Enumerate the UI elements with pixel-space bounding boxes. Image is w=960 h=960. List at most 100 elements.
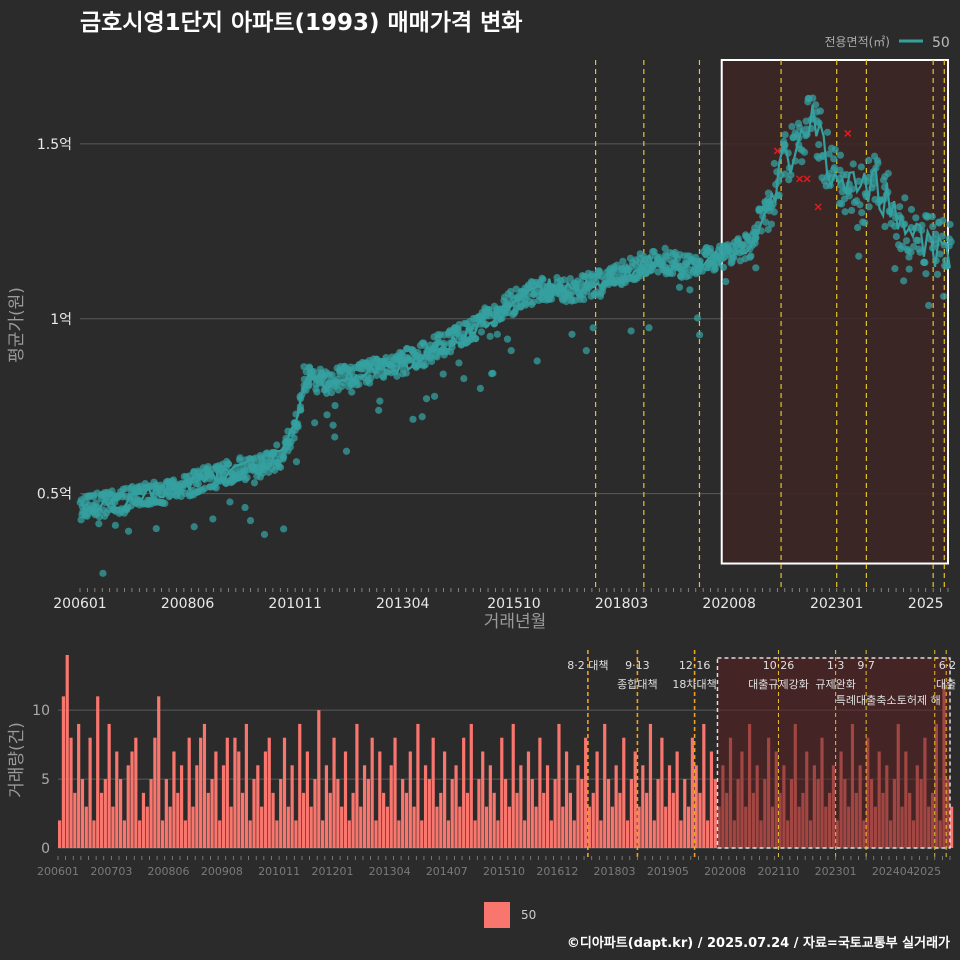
volume-bar — [389, 765, 393, 848]
price-point — [946, 220, 954, 229]
volume-legend-label: 50 — [521, 908, 536, 922]
price-point — [874, 159, 882, 167]
volume-bar — [88, 737, 92, 848]
price-point — [280, 525, 288, 533]
price-point — [95, 513, 104, 521]
policy-label-name: 18차대책 — [672, 678, 716, 691]
volume-bar — [416, 723, 420, 848]
price-point — [922, 270, 930, 278]
price-point — [719, 263, 728, 271]
volume-bar — [309, 806, 313, 848]
volume-bar — [313, 779, 317, 848]
volume-bar — [446, 820, 451, 848]
price-point — [311, 419, 319, 427]
volume-bar — [702, 723, 706, 848]
price-point — [940, 292, 948, 300]
price-point — [915, 245, 923, 253]
price-legend-label: 50 — [932, 35, 950, 51]
price-point — [476, 384, 484, 392]
volume-bar — [690, 737, 694, 848]
price-point — [881, 222, 889, 231]
price-point — [355, 380, 363, 388]
volume-x-tick-label: 202110 — [757, 865, 799, 878]
chart-title: 금호시영1단지 아파트(1993) 매매가격 변화 — [80, 10, 522, 36]
volume-bar — [248, 820, 252, 848]
volume-bar — [477, 779, 481, 848]
price-x-tick-label: 202008 — [702, 596, 755, 612]
volume-bar — [469, 723, 473, 848]
price-point — [503, 335, 512, 343]
volume-bar — [343, 751, 348, 848]
volume-bar — [359, 806, 363, 848]
price-point — [929, 223, 937, 231]
volume-bar — [645, 792, 649, 848]
volume-bar — [157, 696, 161, 848]
price-point — [920, 258, 928, 266]
volume-bar — [301, 792, 306, 848]
volume-bar — [488, 765, 492, 848]
volume-bar — [385, 806, 390, 848]
volume-bar — [179, 765, 184, 848]
volume-bar — [564, 751, 569, 848]
price-point — [693, 314, 702, 322]
price-point — [338, 382, 346, 391]
volume-bar — [465, 792, 470, 848]
volume-bar — [633, 751, 637, 848]
volume-bar — [324, 765, 329, 848]
volume-bar — [160, 820, 165, 848]
price-point — [855, 252, 863, 260]
price-point — [938, 232, 946, 240]
price-point — [830, 155, 838, 163]
volume-bar — [667, 765, 672, 848]
price-point — [331, 401, 339, 410]
price-point — [328, 371, 336, 379]
volume-bar — [153, 737, 157, 848]
price-point — [764, 225, 772, 234]
volume-bar — [439, 792, 443, 848]
volume-bar — [404, 792, 409, 848]
price-point — [409, 415, 417, 423]
source-caption: ©디아파트(dapt.kr) / 2025.07.24 / 자료=국토교통부 실… — [567, 935, 950, 951]
price-point — [246, 516, 255, 525]
price-point — [905, 265, 913, 273]
volume-bar — [65, 655, 69, 848]
price-point — [243, 473, 251, 482]
price-point — [901, 194, 909, 202]
volume-x-tick-label: 201510 — [483, 865, 525, 878]
volume-panel: 0 5 10 8·2 대책 9·13 종합대책 12·16 18차대책 10·26 대출규제강화 1… — [32, 650, 956, 878]
price-point — [455, 359, 463, 367]
volume-bar — [138, 820, 142, 848]
price-point — [666, 256, 674, 264]
price-point — [669, 269, 677, 278]
price-x-tick-label: 201803 — [595, 596, 648, 612]
volume-bar — [370, 737, 374, 848]
policy-label-date: 9·13 — [625, 659, 650, 672]
volume-bar — [267, 737, 271, 848]
volume-bar — [355, 723, 359, 848]
volume-bar — [572, 820, 576, 848]
price-point — [648, 266, 656, 274]
price-trend-line — [80, 104, 951, 513]
volume-y-axis-title: 거래량(건) — [7, 722, 27, 798]
volume-bar — [660, 737, 664, 848]
volume-bar — [408, 751, 412, 848]
price-point — [711, 262, 719, 270]
volume-bar — [443, 751, 447, 848]
price-point — [928, 212, 936, 221]
volume-bar — [225, 737, 229, 848]
volume-bar — [336, 779, 340, 848]
volume-bar — [656, 779, 660, 848]
volume-bar — [145, 806, 149, 848]
price-point — [539, 275, 547, 284]
volume-bar — [397, 820, 401, 848]
price-point — [781, 170, 789, 178]
price-point — [194, 479, 202, 488]
price-point — [816, 107, 824, 115]
price-point — [293, 422, 301, 431]
price-point — [224, 460, 233, 468]
volume-bar — [176, 792, 180, 848]
price-point — [595, 269, 604, 277]
volume-bar — [496, 820, 500, 848]
volume-x-tick-label: 201407 — [426, 865, 468, 878]
